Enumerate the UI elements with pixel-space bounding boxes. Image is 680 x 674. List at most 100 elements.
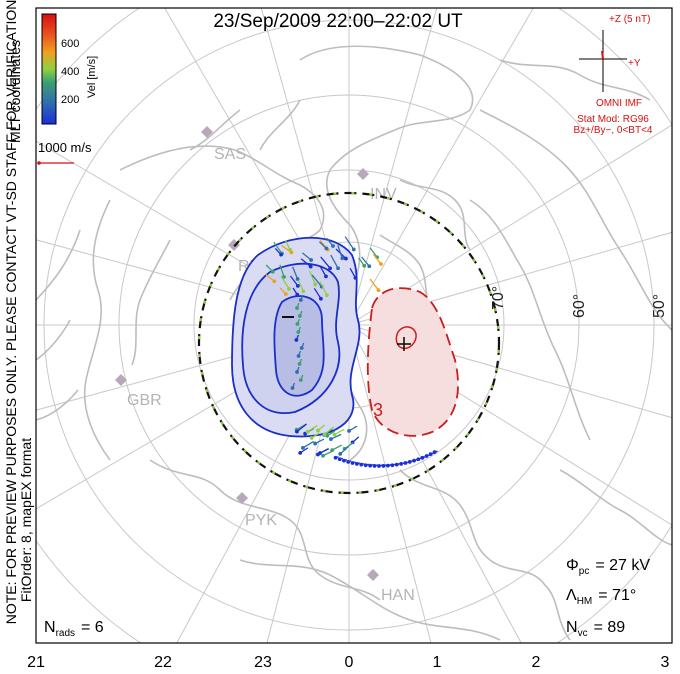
negative-convection-cell bbox=[231, 236, 361, 438]
velocity-vector-origin bbox=[296, 354, 301, 358]
velocity-vector-origin bbox=[295, 322, 300, 326]
velocity-vector-origin bbox=[298, 298, 303, 302]
velocity-vector-origin bbox=[283, 292, 288, 296]
coordinates-note: MLT coordinates bbox=[7, 40, 23, 143]
velocity-vector-origin bbox=[340, 256, 345, 261]
stat-lambda: ΛHM = 71° bbox=[566, 587, 636, 607]
velocity-vector-origin bbox=[290, 386, 295, 390]
imf-condition: Bz+/By−, 0<BT<4 bbox=[574, 125, 653, 136]
velocity-vector-origin bbox=[336, 266, 340, 271]
velocity-vector-origin bbox=[346, 460, 351, 464]
velocity-vector-origin bbox=[297, 362, 302, 366]
velocity-vector-origin bbox=[282, 274, 286, 279]
mlt-label-0: 0 bbox=[345, 654, 354, 671]
velocity-vector-origin bbox=[298, 450, 303, 455]
velocity-vector-origin bbox=[298, 378, 303, 382]
station-marker-han bbox=[367, 569, 379, 581]
velocity-vector bbox=[307, 424, 318, 433]
velocity-vector-origin bbox=[313, 282, 318, 287]
coastlines bbox=[36, 45, 672, 641]
velocity-vector-origin bbox=[295, 292, 300, 297]
velocity-vector-origin bbox=[394, 462, 399, 467]
velocity-vector-origin bbox=[363, 463, 368, 468]
velocity-vector-origin bbox=[301, 445, 305, 450]
velocity-vector-origin bbox=[333, 455, 338, 460]
velocity-vector-origin bbox=[432, 450, 437, 455]
velocity-vector bbox=[361, 256, 370, 267]
velocity-vector-origin bbox=[424, 454, 429, 458]
plot-frame bbox=[35, 7, 673, 644]
velocity-vector-origin bbox=[332, 432, 337, 437]
velocity-vector bbox=[320, 256, 331, 269]
lat-label-50: 50° bbox=[651, 294, 668, 318]
velocity-vector-origin bbox=[420, 455, 425, 460]
velocity-vector-origin bbox=[407, 460, 412, 464]
velocity-vector-origin bbox=[318, 296, 323, 301]
positive-convection-cell: 3 bbox=[366, 287, 459, 437]
velocity-vector-origin bbox=[329, 437, 333, 441]
imf-y-label: +Y bbox=[628, 58, 641, 69]
positive-cell-value: 3 bbox=[373, 400, 383, 420]
velocity-vector bbox=[313, 287, 322, 300]
velocity-vector-origin bbox=[301, 289, 306, 294]
map-title: 23/Sep/2009 22:00–22:02 UT bbox=[213, 11, 463, 32]
velocity-vector-origin bbox=[295, 306, 299, 310]
imf-source: OMNI IMF bbox=[596, 98, 642, 109]
velocity-vector-origin bbox=[385, 463, 390, 468]
mlt-label-22: 22 bbox=[154, 654, 172, 671]
velocity-vector bbox=[311, 274, 323, 288]
velocity-vector bbox=[330, 254, 339, 269]
mlt-label-23: 23 bbox=[254, 654, 272, 671]
imf-z-label: +Z (5 nT) bbox=[609, 14, 650, 25]
station-marker-sas bbox=[201, 126, 213, 138]
velocity-vector bbox=[296, 423, 307, 433]
velocity-vector-origin bbox=[416, 457, 421, 462]
velocity-vector-origin bbox=[309, 258, 314, 262]
velocity-vector bbox=[273, 241, 283, 254]
velocity-vector-origin bbox=[381, 464, 386, 468]
velocity-vector-origin bbox=[296, 330, 301, 334]
colorbar-label: Vel [m/s] bbox=[86, 56, 98, 98]
velocity-vector bbox=[300, 258, 312, 268]
velocity-vector-origin bbox=[350, 461, 355, 465]
velocity-vector-origin bbox=[324, 246, 329, 251]
imf-indicator: +Z (5 nT) +Y OMNI IMF Stat Mod: RG96 Bz+… bbox=[574, 14, 653, 136]
velocity-vector-origin bbox=[287, 286, 291, 291]
velocity-vector-origin bbox=[309, 435, 314, 440]
velocity-vector-origin bbox=[368, 463, 373, 468]
velocity-vector bbox=[279, 264, 285, 278]
mlt-label-3: 3 bbox=[661, 654, 670, 671]
velocity-vector-origin bbox=[272, 279, 277, 284]
velocity-vector-origin bbox=[316, 428, 320, 433]
velocity-vector-origin bbox=[344, 256, 348, 261]
velocity-vector-origin bbox=[328, 266, 332, 271]
velocity-vector-origin bbox=[288, 247, 293, 252]
velocity-vector-origin bbox=[362, 263, 367, 268]
station-label-pyk: PYK bbox=[245, 512, 277, 529]
velocity-vector bbox=[292, 266, 299, 280]
preview-note: NOTE: FOR PREVIEW PURPOSES ONLY. PLEASE … bbox=[3, 0, 19, 624]
velocity-vector bbox=[317, 448, 329, 456]
velocity-vector-origin bbox=[279, 252, 284, 257]
velocity-vector-origin bbox=[295, 429, 299, 434]
velocity-vector-origin bbox=[376, 288, 381, 293]
station-marker-gbr bbox=[115, 374, 127, 386]
velocity-vector-origin bbox=[297, 314, 302, 318]
velocity-vector-origin bbox=[299, 346, 304, 350]
station-markers bbox=[115, 126, 379, 581]
velocity-vector bbox=[309, 270, 316, 285]
velocity-vector-origin bbox=[294, 338, 299, 342]
velocity-vector-origin bbox=[313, 441, 318, 446]
heppner-maynard-boundary bbox=[197, 191, 501, 495]
velocity-vectors bbox=[264, 236, 438, 468]
lat-label-70: 70° bbox=[490, 286, 507, 310]
velocity-vector-origin bbox=[359, 462, 364, 467]
velocity-vector bbox=[369, 278, 380, 291]
velocity-vector bbox=[372, 253, 382, 265]
imf-model: Stat Mod: RG96 bbox=[577, 114, 649, 125]
velocity-vector-origin bbox=[324, 274, 328, 279]
velocity-vector-origin bbox=[338, 451, 343, 456]
station-label-sas: SAS bbox=[214, 146, 246, 163]
mlt-label-2: 2 bbox=[532, 654, 541, 671]
